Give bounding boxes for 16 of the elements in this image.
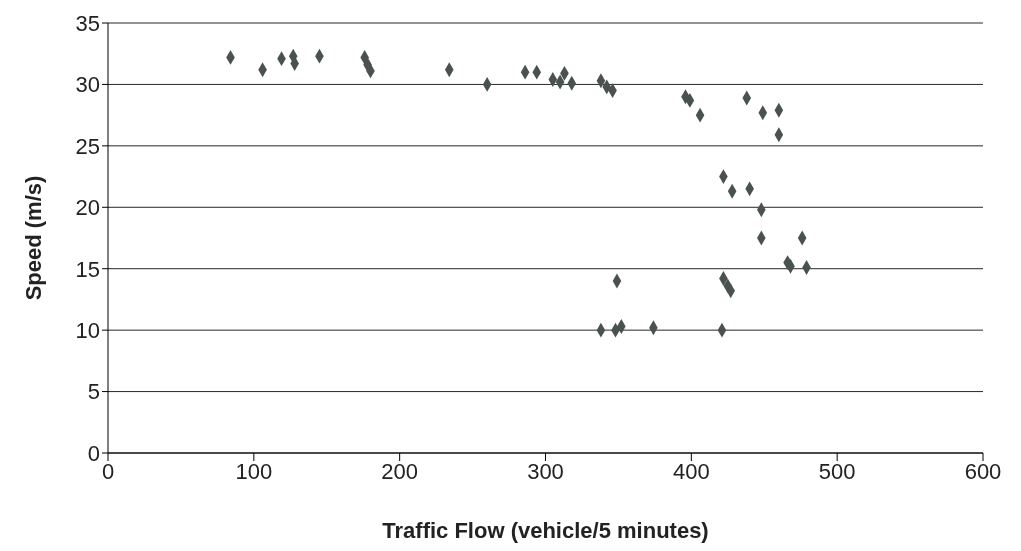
y-tick-label: 15 — [75, 256, 100, 282]
x-tick-label: 500 — [818, 458, 856, 484]
y-tick-label: 0 — [87, 440, 100, 466]
y-tick-label: 25 — [75, 133, 100, 159]
y-tick-label: 5 — [87, 379, 100, 405]
x-tick-label: 600 — [964, 458, 1002, 484]
x-tick-label: 300 — [527, 458, 564, 484]
x-tick-label: 200 — [381, 458, 419, 484]
y-axis-title: Speed (m/s) — [20, 175, 46, 301]
y-tick-label: 30 — [75, 72, 100, 98]
x-axis-title: Traffic Flow (vehicle/5 minutes) — [382, 518, 709, 543]
y-tick-label: 10 — [75, 317, 100, 343]
y-tick-label: 35 — [75, 10, 100, 36]
x-tick-label: 400 — [672, 458, 710, 484]
x-tick-label: 100 — [235, 458, 273, 484]
y-tick-label: 20 — [75, 195, 100, 221]
